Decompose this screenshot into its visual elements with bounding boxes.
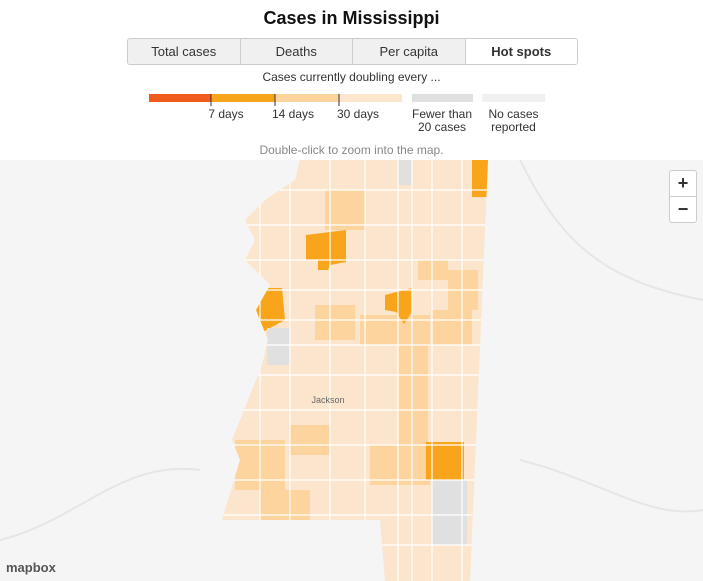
legend-label: 7 days — [208, 107, 244, 121]
tabs: Total cases Deaths Per capita Hot spots — [127, 38, 578, 65]
city-label: Jackson — [311, 395, 345, 405]
tab[interactable]: Hot spots — [465, 39, 577, 64]
attribution[interactable]: mapbox — [6, 560, 56, 575]
legend-caption: Cases currently doubling every ... — [262, 70, 441, 84]
legend-swatch — [275, 94, 339, 102]
legend-label: 14 days — [271, 107, 315, 121]
legend-swatch — [412, 94, 473, 102]
tab[interactable]: Total cases — [128, 39, 241, 64]
road — [0, 160, 703, 541]
title: Cases in Mississippi — [263, 8, 440, 28]
legend-swatch — [149, 94, 211, 102]
legend-swatch — [211, 94, 275, 102]
legend-label: Fewer than 20 cases — [411, 107, 473, 134]
legend-swatch — [482, 94, 545, 102]
legend-swatch — [339, 94, 402, 102]
legend-label: 30 days — [336, 107, 380, 121]
zoom-in[interactable]: + — [669, 170, 697, 197]
counties — [222, 160, 488, 581]
zoom-out[interactable]: − — [669, 196, 697, 223]
note: Double-click to zoom into the map. — [259, 143, 444, 157]
map[interactable] — [0, 160, 703, 581]
legend — [149, 94, 545, 106]
tab[interactable]: Per capita — [353, 39, 466, 64]
tab[interactable]: Deaths — [240, 39, 353, 64]
legend-label: No cases reported — [488, 107, 539, 134]
